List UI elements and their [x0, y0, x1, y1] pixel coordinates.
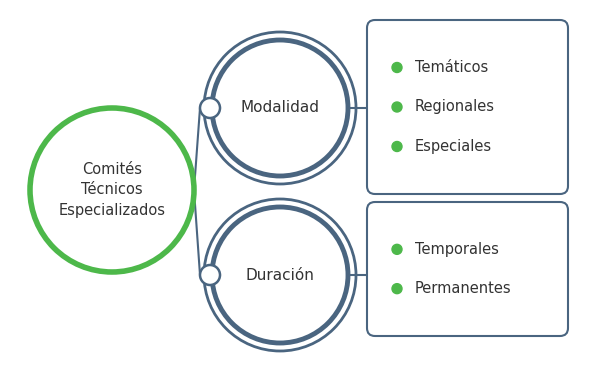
Text: Duración: Duración: [245, 268, 314, 283]
Text: Permanentes: Permanentes: [415, 281, 511, 296]
FancyBboxPatch shape: [367, 202, 568, 336]
Text: Regionales: Regionales: [415, 99, 495, 114]
Circle shape: [392, 142, 402, 152]
Circle shape: [200, 98, 220, 118]
Text: Modalidad: Modalidad: [241, 100, 320, 116]
FancyBboxPatch shape: [367, 20, 568, 194]
Circle shape: [392, 102, 402, 112]
Circle shape: [392, 244, 402, 254]
Text: Temporales: Temporales: [415, 242, 499, 257]
Text: Especiales: Especiales: [415, 139, 492, 154]
Circle shape: [392, 284, 402, 294]
Text: Temáticos: Temáticos: [415, 60, 488, 75]
Circle shape: [392, 63, 402, 72]
Text: Comités
Técnicos
Especializados: Comités Técnicos Especializados: [58, 162, 165, 219]
Circle shape: [200, 265, 220, 285]
